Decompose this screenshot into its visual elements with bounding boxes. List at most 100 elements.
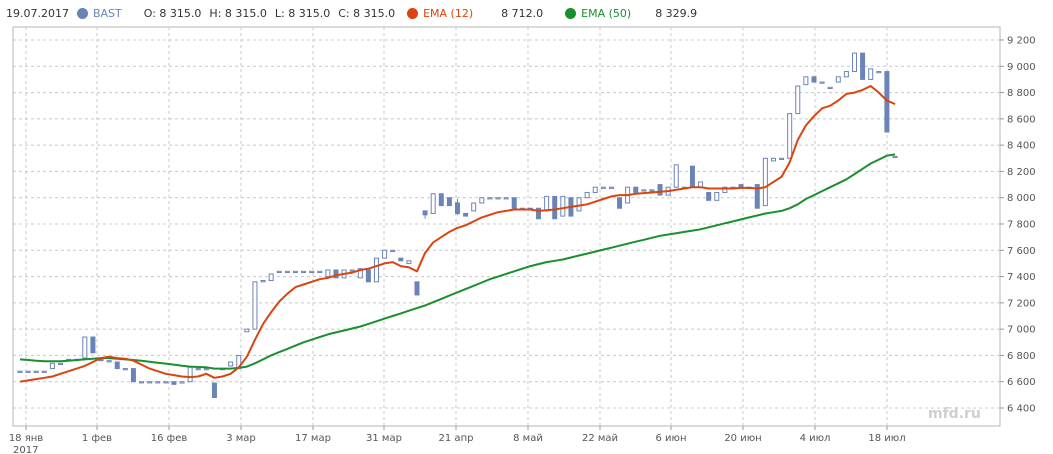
candle-body [414, 281, 420, 296]
candle-body [843, 71, 849, 78]
legend-ticker-item: BAST [76, 6, 130, 20]
candle-body [608, 186, 614, 189]
candle-body [762, 157, 768, 207]
candle-body [576, 197, 582, 212]
chart-grid [12, 26, 1001, 427]
candle-body [487, 197, 493, 200]
x-tick-label: 18 июл [868, 433, 905, 444]
candle-body [803, 76, 809, 86]
candle-body [33, 370, 39, 373]
candle-body [495, 197, 501, 200]
candle-body [333, 269, 339, 279]
candle-body [827, 86, 833, 90]
candle-body [106, 360, 112, 363]
candle-body [373, 257, 379, 283]
candle-body [406, 260, 412, 264]
y-tick-label: 8 000 [1007, 193, 1036, 204]
candle-body [754, 184, 760, 209]
candle-body [787, 113, 793, 159]
candle-body [657, 184, 663, 196]
candles [17, 52, 898, 398]
candle-body [600, 186, 606, 189]
ema12-dot-icon [407, 7, 419, 19]
candle-body [633, 186, 639, 193]
y-tick-label: 8 600 [1007, 114, 1036, 125]
x-tick-label: 17 мар [295, 433, 331, 444]
candle-body [795, 85, 801, 115]
candle-body [584, 191, 590, 199]
y-tick-label: 9 200 [1007, 36, 1036, 47]
y-tick-label: 6 800 [1007, 351, 1036, 362]
candle-body [268, 273, 274, 282]
ema-lines [19, 85, 896, 383]
x-tick-label: 16 фев [151, 433, 188, 444]
candle-body [592, 186, 598, 193]
candle-body [195, 368, 201, 371]
candle-body [365, 269, 371, 283]
candle-body [58, 362, 64, 366]
candle-body [155, 381, 161, 384]
x-tick-label: 21 апр [439, 433, 474, 444]
x-tick-label: 6 июн [656, 433, 687, 444]
candle-body [244, 328, 250, 333]
candle-body [851, 52, 857, 73]
chart-legend: 19.07.2017 BAST O: 8 315.0 H: 8 315.0 L:… [6, 4, 719, 22]
legend-ema12-value: 8 712.0 [501, 6, 544, 20]
candle-body [252, 281, 258, 330]
candle-body [876, 71, 882, 74]
y-axis: 6 400 6 600 6 800 7 000 7 200 7 400 7 600 7 800… [1000, 36, 1036, 415]
legend-ticker: BAST [92, 6, 122, 20]
candle-body [422, 210, 428, 216]
ticker-dot-icon [76, 7, 88, 19]
candle-body [90, 336, 96, 354]
candle-body [25, 370, 31, 373]
legend-ema12-label: EMA (12) [423, 6, 474, 20]
candle-body [511, 197, 517, 209]
x-tick-label: 18 янв [9, 433, 43, 444]
candle-body [536, 207, 542, 220]
candle-body [382, 249, 388, 259]
candle-body [292, 270, 298, 274]
candle-body [163, 381, 169, 384]
candle-body [673, 164, 679, 188]
candle-body [479, 197, 485, 204]
candle-body [706, 191, 712, 201]
candle-body [49, 362, 55, 370]
y-tick-label: 8 200 [1007, 167, 1036, 178]
y-tick-label: 9 000 [1007, 62, 1036, 73]
candle-body [211, 382, 217, 398]
candle-body [471, 202, 477, 212]
legend-date: 19.07.2017 [6, 6, 69, 20]
candle-body [455, 202, 460, 214]
candle-body [641, 189, 647, 192]
candle-body [349, 269, 355, 272]
candle-body [560, 195, 566, 217]
candle-body [779, 157, 785, 160]
y-tick-label: 7 600 [1007, 246, 1036, 257]
candle-body [17, 370, 23, 373]
candle-body [357, 268, 363, 279]
ema50-dot-icon [565, 7, 577, 19]
candle-body [122, 368, 128, 371]
watermark: mfd.ru [928, 406, 981, 422]
x-tick-year: 2017 [13, 445, 38, 454]
candle-body [714, 191, 720, 201]
candle-body [147, 381, 153, 384]
y-tick-label: 8 800 [1007, 88, 1036, 99]
candle-body [284, 270, 290, 274]
legend-ema12-item: EMA (12) 8 712.0 [407, 7, 551, 20]
candle-body [309, 270, 315, 274]
x-tick-label: 31 мар [366, 433, 402, 444]
candle-body [203, 368, 209, 371]
y-tick-label: 8 400 [1007, 141, 1036, 152]
ema50-line [19, 153, 896, 370]
candle-body [187, 366, 193, 383]
y-tick-label: 7 400 [1007, 272, 1036, 283]
y-tick-label: 7 800 [1007, 220, 1036, 231]
legend-close: C: 8 315.0 [338, 6, 396, 20]
candle-body [552, 195, 558, 220]
x-tick-label: 8 май [513, 433, 543, 444]
candle-body [317, 270, 323, 274]
x-tick-label: 1 фев [82, 433, 112, 444]
